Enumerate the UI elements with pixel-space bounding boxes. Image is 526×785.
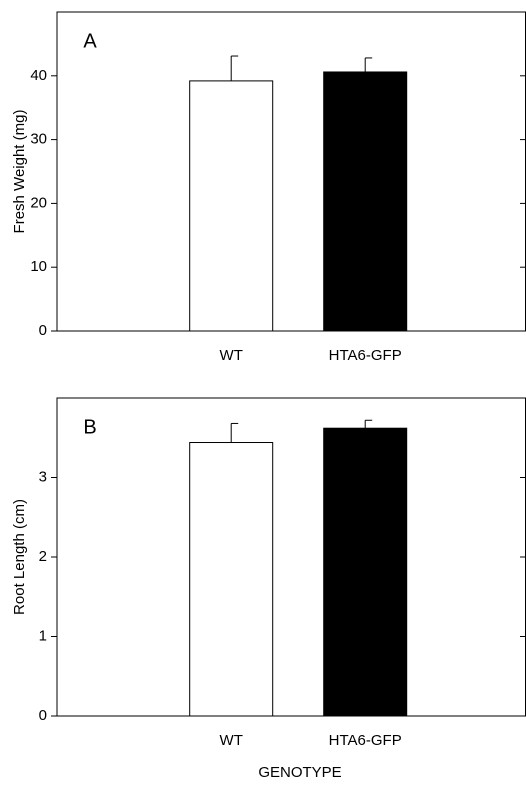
y-tick-label: 1 [39,627,47,644]
panel-label: A [83,30,97,52]
y-tick-label: 3 [39,468,47,485]
y-tick-label: 2 [39,548,47,565]
panel-label: B [83,416,96,438]
y-tick-label: 0 [39,322,47,339]
x-tick-label: WT [220,732,243,749]
y-axis-label: Root Length (cm) [11,499,28,615]
plot-frame [56,11,526,332]
bar [189,442,274,717]
x-axis-label: GENOTYPE [258,764,341,781]
y-tick-label: 30 [30,131,47,148]
plot-frame [56,397,526,717]
y-axis-label: Fresh Weight (mg) [11,110,28,234]
y-tick-label: 0 [39,707,47,724]
y-tick-label: 20 [30,194,47,211]
bar [323,427,408,717]
bar [323,71,408,332]
x-tick-label: WT [220,347,243,364]
y-tick-label: 10 [30,258,47,275]
bar [189,80,274,332]
x-tick-label: HTA6-GFP [329,732,402,749]
y-tick-label: 40 [30,67,47,84]
x-tick-label: HTA6-GFP [329,347,402,364]
